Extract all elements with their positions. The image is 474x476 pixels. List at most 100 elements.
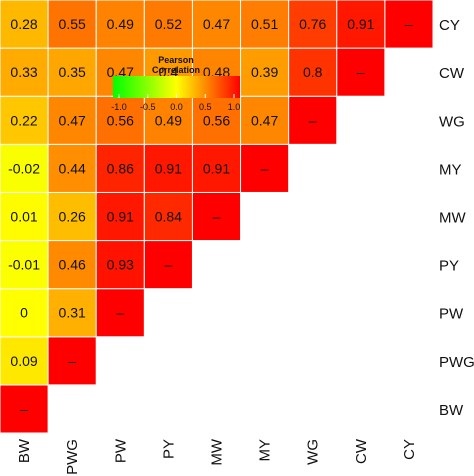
x-tick-label-PWG: PWG [64,439,81,475]
heatmap-cell-CW-MY [240,47,290,97]
cell-label-PY-PWG: 0.46 [59,257,86,273]
cell-label-CW-BW: 0.33 [10,64,37,80]
cell-label-MY-PW: 0.86 [107,160,134,176]
cell-label-MW-MW: – [213,209,221,225]
cell-label-CY-PY: 0.52 [155,16,182,32]
heatmap-cell-labels: – 0.09 – 0 0.31 – -0.01 0.46 0.93 – 0.01 0.26 0.91 0.… [8,16,413,417]
cell-label-PY-PY: – [164,257,172,273]
cell-label-CY-PWG: 0.55 [59,16,86,32]
legend-tick-label: 1.0 [228,102,241,112]
cell-label-WG-PY: 0.49 [155,112,182,128]
x-tick-label-PW: PW [112,438,129,463]
legend-title-line1: Pearson [158,55,194,65]
heatmap-cell-MW-MW [191,191,242,242]
cell-label-CW-WG: 0.8 [303,64,323,80]
cell-label-CY-PW: 0.49 [107,16,134,32]
cell-label-MY-PY: 0.91 [155,160,182,176]
heatmap-cell-CW-CW [336,47,386,97]
cell-label-PWG-BW: 0.09 [10,353,37,369]
heatmap-cell-WG-PW [95,95,145,145]
legend-tick-label: 0.0 [170,102,183,112]
cell-label-CW-CW: – [357,64,365,80]
x-tick-label-CW: CW [353,438,370,464]
x-tick-label-PY: PY [160,439,177,459]
heatmap-cell-MY-MY [240,143,290,193]
heatmap-cell-WG-PY [143,95,193,145]
x-tick-label-MY: MY [257,439,274,462]
cell-label-MW-BW: 0.01 [10,209,37,225]
cell-label-CY-MY: 0.51 [251,16,278,32]
heatmap-cell-CY-CW [336,0,386,49]
heatmap-cell-PW-BW [0,288,49,338]
cell-label-MY-MY: – [261,160,269,176]
y-tick-label-MY: MY [439,161,462,178]
y-tick-label-PWG: PWG [439,354,474,371]
cell-label-WG-PW: 0.56 [107,112,134,128]
cell-label-MW-PW: 0.91 [107,209,134,225]
cell-label-CY-WG: 0.76 [299,16,326,32]
y-tick-label-PY: PY [439,258,459,275]
heatmap-cell-PWG-PWG [47,336,97,386]
y-tick-label-CY: CY [439,17,460,34]
heatmap-cell-PWG-BW [0,336,49,386]
heatmap-cell-BW-BW [0,384,49,434]
heatmap-cell-PY-BW [0,240,49,290]
cell-label-MW-PWG: 0.26 [59,209,86,225]
cell-label-MY-PWG: 0.44 [59,160,86,176]
heatmap-cell-PY-PY [143,240,193,290]
y-tick-label-PW: PW [439,306,464,323]
x-tick-label-BW: BW [16,438,33,463]
legend-colorbar [113,76,240,98]
x-tick-label-MW: MW [209,438,226,465]
cell-label-BW-BW: – [20,401,28,417]
cell-label-WG-MW: 0.56 [203,112,230,128]
cell-label-WG-PWG: 0.47 [59,112,86,128]
cell-label-WG-WG: – [309,112,317,128]
x-tick-label-CY: CY [401,439,418,460]
cell-label-PY-PW: 0.93 [107,257,134,273]
legend-ticks: -1.0 -0.5 0.0 0.5 1.0 [111,94,240,112]
cell-label-MW-PY: 0.84 [155,209,182,225]
cell-label-CY-CY: – [405,16,413,32]
heatmap-cell-CY-PWG [47,0,97,49]
heatmap-cell-MW-PW [95,191,145,242]
cell-label-PWG-PWG: – [68,353,76,369]
x-tick-label-WG: WG [305,439,322,465]
cell-label-CY-CW: 0.91 [347,16,374,32]
cell-label-WG-MY: 0.47 [251,112,278,128]
heatmap-cell-WG-MY [240,95,290,145]
legend-tick-label: 0.5 [199,102,212,112]
cell-label-MY-MW: 0.91 [203,160,230,176]
heatmap-cell-CY-CY [384,0,434,49]
heatmap-cell-CY-MW [191,0,242,49]
y-tick-label-WG: WG [439,113,465,130]
cell-label-MY-BW: -0.02 [8,160,40,176]
cell-label-PW-BW: 0 [20,305,28,321]
cell-label-PW-PWG: 0.31 [59,305,86,321]
cell-label-CW-PWG: 0.35 [59,64,86,80]
y-axis-labels: BW PWG PW PY MW MY WG CW CY [439,17,474,419]
legend-tick-label: -0.5 [140,102,156,112]
heatmap-cell-MY-BW [0,143,49,193]
cell-label-PY-BW: -0.01 [8,257,40,273]
y-tick-label-MW: MW [439,210,466,227]
heatmap-cell-MY-PY [143,143,193,193]
heatmap-cell-CY-WG [288,0,338,49]
cell-label-PW-PW: – [116,305,124,321]
y-tick-label-CW: CW [439,65,465,82]
heatmap-cell-CW-PWG [47,47,97,97]
heatmap-cell-WG-WG [288,95,338,145]
heatmap-cell-MY-PW [95,143,145,193]
cell-label-CY-MW: 0.47 [203,16,230,32]
legend-tick-label: -1.0 [111,102,127,112]
legend-title-line2: Correlation [152,65,200,75]
color-legend: Pearson Correlation -1.0 -0.5 0.0 0.5 1.0 [111,55,240,112]
cell-label-CW-MY: 0.39 [251,64,278,80]
heatmap-cell-WG-PWG [47,95,97,145]
y-tick-label-BW: BW [439,402,464,419]
cell-label-WG-BW: 0.22 [10,112,37,128]
x-axis-labels: BW PWG PW PY MW MY WG CW CY [16,438,418,475]
cell-label-CY-BW: 0.28 [10,16,37,32]
heatmap-cell-PY-PW [95,240,145,290]
